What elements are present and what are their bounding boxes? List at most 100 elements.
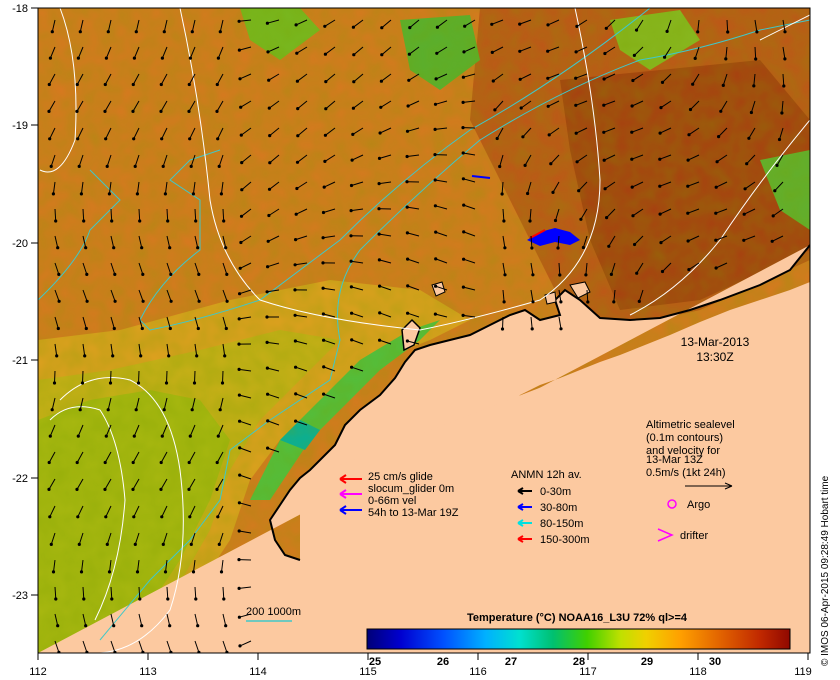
velocity-arrow (499, 154, 504, 167)
colorbar-tick: 30 (709, 656, 721, 668)
velocity-arrow-head (577, 189, 581, 193)
velocity-arrow-head (55, 354, 59, 358)
velocity-arrow (296, 181, 308, 189)
velocity-arrow (106, 532, 112, 545)
sealevel-contour-4 (49, 406, 126, 621)
velocity-arrow (191, 397, 196, 410)
velocity-arrow-head (405, 180, 409, 184)
velocity-arrow-head (350, 158, 354, 162)
velocity-arrow (160, 451, 168, 463)
arrowhead (339, 489, 347, 499)
velocity-arrow (325, 46, 336, 55)
velocity-arrow-head (296, 107, 300, 111)
velocity-arrow (580, 208, 588, 220)
velocity-arrow-head (166, 219, 170, 223)
velocity-arrow-head (495, 136, 499, 141)
velocity-arrow (351, 208, 364, 212)
velocity-arrow-head (217, 164, 221, 168)
velocity-arrow (491, 19, 504, 25)
velocity-arrow-head (433, 127, 437, 131)
velocity-arrow (779, 127, 784, 140)
velocity-arrow (502, 262, 506, 275)
velocity-arrow (48, 478, 56, 490)
velocity-arrow-head (780, 111, 784, 115)
velocity-arrow-head (187, 82, 191, 87)
velocity-arrow-head (141, 299, 145, 303)
velocity-arrow-head (775, 163, 779, 167)
velocity-arrow (77, 46, 84, 59)
velocity-arrow (138, 262, 144, 275)
velocity-arrow (660, 235, 672, 244)
velocity-arrow (610, 262, 616, 275)
velocity-arrow (687, 208, 700, 214)
velocity-arrow (221, 559, 224, 572)
velocity-arrow-head (196, 624, 200, 628)
sealevel-legend-line1: Altimetric sealevel (646, 419, 735, 431)
velocity-arrow (163, 397, 168, 410)
velocity-arrow-head (530, 327, 534, 331)
velocity-arrow (222, 586, 225, 600)
velocity-arrow (54, 613, 59, 626)
velocity-arrow-head (191, 570, 196, 574)
velocity-arrow-head (350, 338, 354, 342)
velocity-arrow-head (773, 189, 777, 193)
velocity-arrow (267, 46, 280, 53)
velocity-arrow (750, 100, 756, 113)
velocity-arrow-head (268, 161, 272, 165)
velocity-arrow-head (770, 239, 774, 243)
velocity-arrow (110, 208, 113, 222)
velocity-arrow (380, 100, 392, 108)
velocity-arrow (662, 262, 672, 272)
velocity-arrow-head (266, 392, 270, 396)
velocity-arrow-head (380, 26, 384, 30)
colorbar-tick: 27 (505, 656, 517, 668)
velocity-arrow (138, 586, 141, 600)
velocity-arrow (296, 46, 308, 54)
velocity-arrow (351, 181, 364, 186)
velocity-arrow (189, 424, 196, 437)
velocity-arrow-head (267, 187, 272, 191)
velocity-arrow (222, 235, 227, 248)
velocity-arrow-head (195, 354, 199, 358)
velocity-arrow-head (321, 261, 325, 265)
velocity-arrow (295, 235, 308, 241)
velocity-arrow-head (84, 246, 88, 250)
velocity-arrow (297, 73, 308, 82)
y-tick-label: -22 (12, 473, 28, 485)
velocity-arrow (407, 258, 420, 264)
velocity-arrow-head (112, 246, 116, 250)
velocity-arrow (687, 181, 700, 187)
velocity-arrow-head (75, 82, 79, 87)
velocity-arrow-head (239, 214, 244, 218)
velocity-arrow-head (237, 48, 241, 52)
isobath-1000m (99, 19, 810, 641)
velocity-arrow (104, 73, 112, 85)
colorbar-bar (366, 628, 791, 650)
velocity-arrow (771, 235, 784, 242)
velocity-arrow (51, 397, 56, 410)
velocity-arrow-head (162, 30, 166, 34)
velocity-arrow-head (197, 299, 201, 303)
velocity-arrow-head (190, 30, 194, 34)
velocity-arrow-head (518, 49, 522, 53)
x-axis: 112 113 114 115 116 117 118 119 (29, 653, 812, 678)
glider-velocity (529, 229, 546, 239)
colorbar-tick: 25 (369, 656, 381, 668)
velocity-arrow (54, 289, 60, 302)
velocity-arrow (435, 258, 448, 264)
velocity-arrow-head (724, 57, 728, 61)
velocity-arrow-head (433, 153, 437, 157)
velocity-arrow (268, 208, 280, 216)
velocity-arrow-head (188, 137, 192, 141)
velocity-arrow-head (783, 30, 787, 34)
velocity-arrow-head (663, 55, 667, 59)
velocity-arrow (353, 100, 364, 109)
velocity-arrow-head (407, 52, 411, 56)
velocity-arrow-head (528, 219, 532, 223)
velocity-arrow-head (581, 245, 586, 250)
velocity-arrow (297, 100, 308, 109)
velocity-arrow (218, 532, 224, 545)
velocity-arrow (776, 154, 784, 166)
velocity-arrow-head (461, 285, 465, 289)
velocity-arrow (217, 127, 224, 140)
